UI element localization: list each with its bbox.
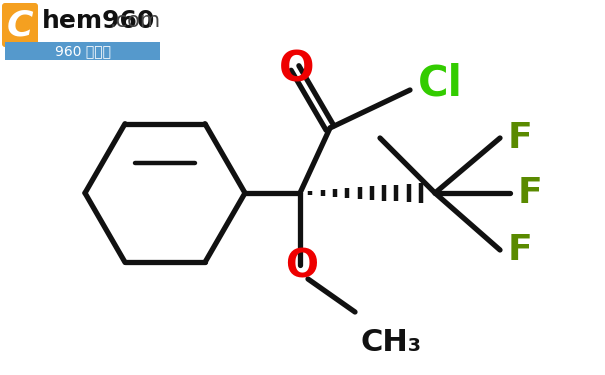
Text: F: F	[508, 233, 533, 267]
FancyBboxPatch shape	[2, 3, 38, 47]
Text: O: O	[280, 49, 315, 91]
Text: O: O	[286, 248, 318, 286]
Text: C: C	[7, 9, 33, 43]
Text: .com: .com	[110, 11, 161, 31]
Text: Cl: Cl	[418, 63, 463, 105]
Text: hem960: hem960	[42, 9, 155, 33]
Text: F: F	[518, 176, 543, 210]
FancyBboxPatch shape	[5, 42, 160, 60]
Text: 960 化工网: 960 化工网	[55, 44, 111, 58]
Text: CH₃: CH₃	[360, 328, 421, 357]
Text: F: F	[508, 121, 533, 155]
